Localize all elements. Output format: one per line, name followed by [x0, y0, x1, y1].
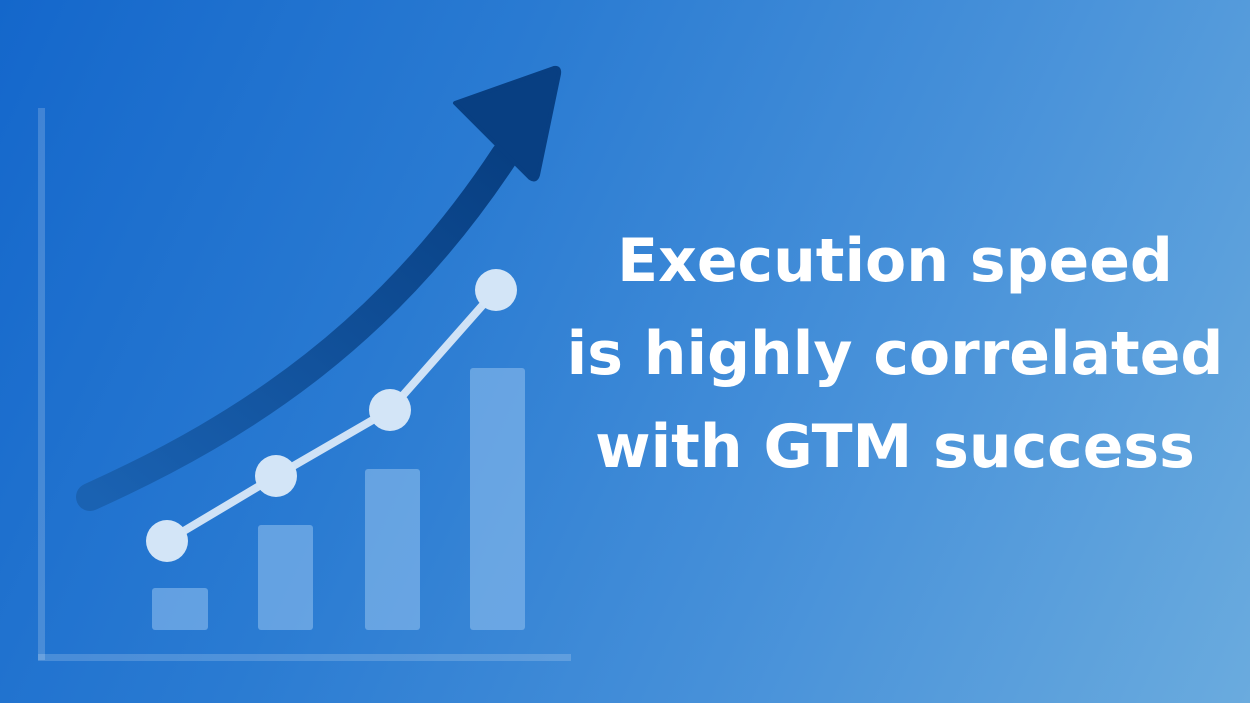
- trend-line: [164, 287, 499, 545]
- data-point: [369, 389, 411, 431]
- growth-line-chart-icon: [146, 269, 517, 562]
- y-axis: [38, 108, 45, 660]
- data-point: [255, 455, 297, 497]
- headline-line-3: with GTM success: [595, 412, 1195, 482]
- data-point: [475, 269, 517, 311]
- chart-axes: [38, 108, 571, 661]
- headline-line-1: Execution speed: [617, 226, 1173, 296]
- bar: [152, 588, 208, 630]
- bar: [470, 368, 525, 630]
- headline-line-2: is highly correlated: [566, 319, 1224, 389]
- arrow-shaft: [76, 141, 519, 511]
- headline: Execution speed is highly correlated wit…: [560, 215, 1230, 494]
- trend-arrow-icon: [76, 65, 562, 511]
- data-point: [146, 520, 188, 562]
- bar: [365, 469, 420, 630]
- x-axis: [38, 654, 571, 661]
- bar-chart-icon: [152, 368, 525, 630]
- arrow-head: [453, 65, 562, 182]
- bar: [258, 525, 313, 630]
